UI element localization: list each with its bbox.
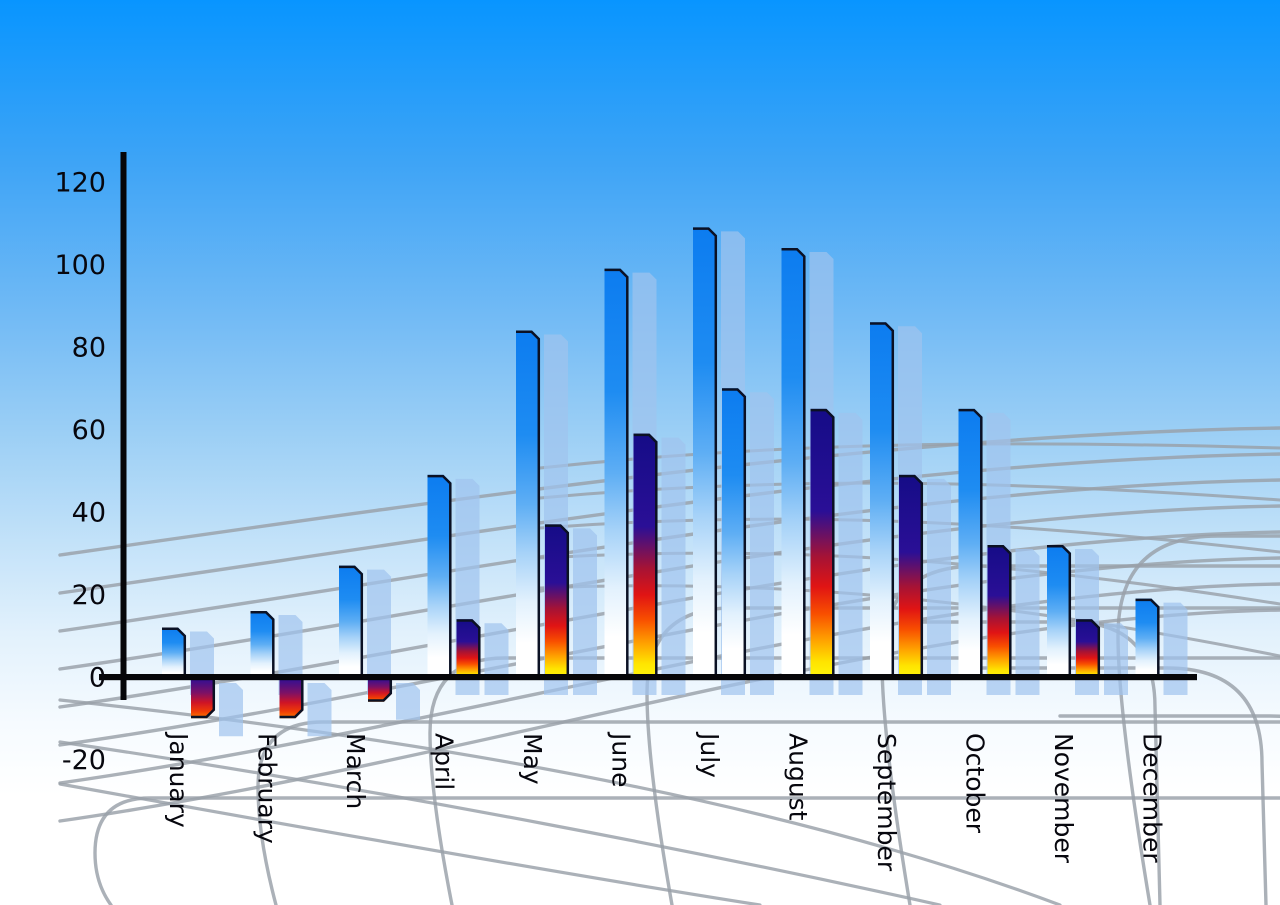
bar-secondary — [279, 679, 304, 719]
bar-shadow — [573, 528, 597, 695]
bar-shadow — [750, 392, 774, 695]
bar-primary-edge — [162, 627, 187, 677]
bar-primary — [1047, 545, 1071, 678]
bar-group-february — [250, 610, 332, 737]
bar-secondary-edge — [1076, 619, 1101, 677]
bar-primary-edge — [250, 610, 275, 677]
bar-secondary — [987, 545, 1012, 678]
x-axis-label: September — [872, 733, 901, 872]
bar-shadow — [927, 478, 951, 695]
x-axis-label: July — [695, 731, 724, 778]
y-axis-tick-label: 100 — [54, 250, 106, 281]
x-axis-label: April — [430, 733, 459, 790]
y-axis-tick-label: 0 — [89, 663, 106, 694]
bar-shadow — [219, 683, 243, 737]
x-axis-label: August — [784, 733, 813, 821]
x-axis-label: January — [164, 731, 193, 828]
x-axis-label: June — [607, 731, 636, 787]
bar-secondary-edge — [545, 524, 570, 677]
bar-primary-edge — [516, 330, 541, 677]
y-axis-tick-label: 80 — [72, 333, 106, 364]
bar-group-july — [693, 227, 774, 695]
x-axis-line — [99, 674, 1197, 681]
bar-secondary — [368, 679, 392, 702]
bar-secondary — [722, 388, 746, 678]
bar-primary-edge — [1135, 598, 1160, 677]
bar-primary — [781, 248, 806, 678]
bar-secondary — [633, 433, 658, 678]
bar-secondary-edge — [899, 474, 924, 677]
bar-group-june — [604, 268, 686, 695]
bar-shadow — [1015, 549, 1040, 695]
bar-primary-edge — [339, 565, 364, 677]
bar-primary — [693, 227, 717, 678]
bar-group-may — [516, 330, 597, 695]
bar-shadow — [1163, 602, 1188, 695]
y-axis-tick-label: 40 — [72, 498, 106, 529]
x-axis-label: March — [341, 733, 370, 809]
bar-group-november — [1047, 544, 1128, 695]
bar-secondary-edge — [987, 544, 1012, 677]
bar-primary — [1135, 598, 1160, 678]
axes — [99, 152, 1197, 700]
bar-secondary-edge — [633, 433, 658, 677]
y-axis-tick-label: -20 — [62, 745, 106, 776]
bar-secondary — [899, 474, 923, 678]
bar-shadow — [484, 623, 509, 695]
bar-secondary-edge — [722, 388, 747, 677]
y-axis-tick-label: 20 — [72, 580, 106, 611]
bar-shadow — [367, 569, 391, 695]
bar-primary — [162, 627, 186, 678]
y-axis-tick-label: 120 — [54, 168, 106, 199]
bar-primary-edge — [781, 247, 806, 677]
y-axis-tick-label: 60 — [72, 415, 106, 446]
bar-group-march — [339, 565, 420, 720]
bar-primary-edge — [693, 227, 718, 677]
bars-layer — [162, 227, 1188, 737]
bar-primary — [604, 268, 629, 678]
axis-labels: 120 100 80 60 40 20 0 -20 January February March Ap… — [54, 168, 1166, 872]
x-axis-label: February — [253, 733, 282, 844]
bar-shadow — [661, 437, 686, 695]
bar-primary-edge — [870, 322, 895, 677]
bar-group-april — [427, 474, 509, 695]
bar-shadow — [396, 683, 420, 720]
x-axis-label: December — [1138, 733, 1167, 863]
x-axis-label: May — [518, 733, 547, 785]
bar-primary — [339, 565, 363, 678]
bar-shadow — [307, 683, 332, 737]
x-axis-label: October — [961, 733, 990, 834]
bar-primary — [516, 330, 540, 678]
bar-secondary — [545, 524, 569, 678]
bar-group-october — [958, 408, 1040, 695]
bar-secondary — [810, 408, 835, 678]
bar-secondary-edge — [368, 679, 393, 702]
bar-secondary — [191, 679, 215, 719]
bar-secondary-edge — [456, 619, 481, 677]
bar-primary — [250, 611, 275, 678]
y-axis-line — [120, 152, 127, 700]
bar-group-january — [162, 627, 243, 737]
bar-secondary — [1076, 619, 1100, 678]
bar-primary-edge — [604, 268, 629, 677]
bar-group-december — [1135, 598, 1188, 695]
bar-secondary-edge — [279, 679, 304, 719]
bar-secondary-edge — [810, 408, 835, 677]
bar-primary-edge — [427, 474, 452, 677]
bar-shadow — [838, 412, 863, 695]
bar-primary-edge — [1047, 544, 1072, 677]
bar-secondary-edge — [191, 679, 216, 719]
bar-primary — [870, 322, 894, 678]
bar-group-september — [870, 322, 951, 695]
bar-primary-edge — [958, 408, 983, 677]
bar-shadow — [1104, 623, 1128, 695]
bar-secondary — [456, 619, 481, 678]
bar-primary — [427, 474, 452, 678]
bar-group-august — [781, 247, 863, 695]
x-axis-label: November — [1049, 733, 1078, 864]
bar-primary — [958, 408, 983, 678]
